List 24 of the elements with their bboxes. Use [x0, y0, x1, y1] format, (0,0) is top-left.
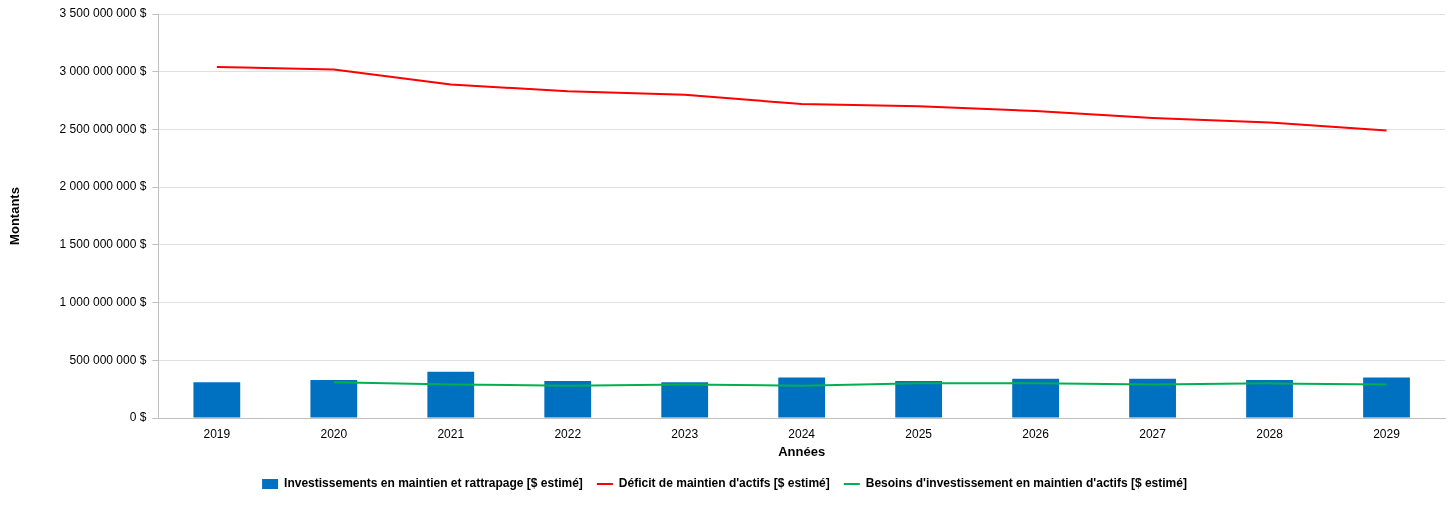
x-tick-label: 2029 — [1373, 426, 1401, 441]
x-tick-label: 2025 — [905, 426, 933, 441]
y-tick-label: 3 000 000 000 $ — [59, 64, 147, 79]
x-tick-label: 2027 — [1139, 426, 1167, 441]
legend-label: Déficit de maintien d'actifs [$ estimé] — [618, 476, 830, 491]
y-tick-label: 2 000 000 000 $ — [59, 179, 147, 194]
x-tick-label: 2026 — [1022, 426, 1050, 441]
x-tick-label: 2020 — [320, 426, 348, 441]
y-tick-label: 0 $ — [129, 410, 147, 425]
y-tick-label: 3 500 000 000 $ — [59, 6, 147, 21]
x-tick-label: 2022 — [554, 426, 582, 441]
x-tick-label: 2024 — [788, 426, 816, 441]
y-tick-label: 500 000 000 $ — [69, 352, 147, 367]
x-tick-label: 2028 — [1256, 426, 1284, 441]
x-tick-label: 2019 — [203, 426, 231, 441]
x-tick-label: 2021 — [437, 426, 465, 441]
y-tick-label: 1 000 000 000 $ — [59, 294, 147, 309]
x-axis-title: Années — [778, 443, 826, 459]
legend-label: Investissements en maintien et rattrapage [$ estimé] — [284, 476, 583, 491]
y-axis-title: Montants — [7, 187, 23, 245]
x-tick-label: 2023 — [671, 426, 699, 441]
y-tick-label: 1 500 000 000 $ — [59, 237, 147, 252]
legend-label: Besoins d'investissement en maintien d'actifs [$ estimé] — [865, 476, 1187, 491]
y-tick-label: 2 500 000 000 $ — [59, 121, 147, 136]
